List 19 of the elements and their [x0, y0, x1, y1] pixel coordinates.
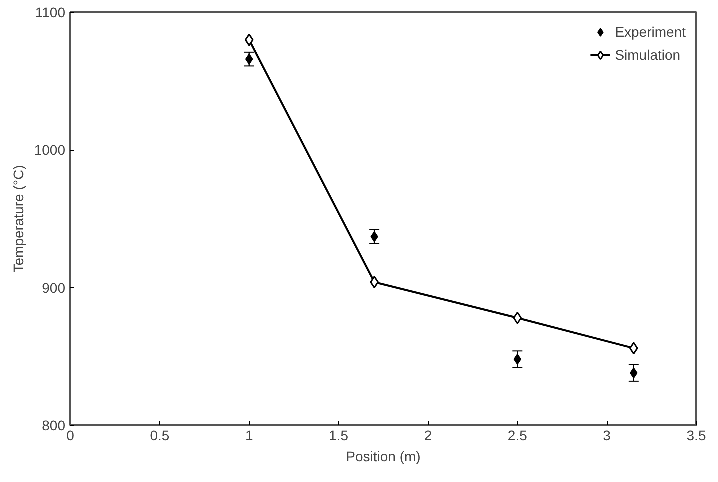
- y-axis-title: Temperature (°C): [10, 165, 26, 273]
- legend-label: Experiment: [615, 24, 686, 40]
- y-tick-label: 900: [42, 280, 66, 296]
- legend-label: Simulation: [615, 47, 681, 63]
- x-tick-label: 0: [66, 428, 75, 444]
- y-tick-label: 1000: [34, 142, 66, 158]
- point: [513, 312, 522, 324]
- y-tick-label: 1100: [35, 4, 66, 20]
- x-tick-label: 2: [424, 428, 432, 444]
- x-tick-label: 1: [245, 428, 254, 444]
- x-axis-title: Position (m): [346, 448, 421, 464]
- x-tick-label: 2.5: [508, 428, 528, 444]
- x-tick-label: 0.5: [150, 428, 170, 444]
- x-tick-label: 1.5: [329, 428, 349, 444]
- point: [244, 34, 254, 46]
- x-tick-label: 3: [603, 428, 612, 444]
- x-tick-label: 3.5: [686, 428, 706, 444]
- point: [629, 342, 638, 355]
- y-tick-label: 800: [42, 418, 66, 434]
